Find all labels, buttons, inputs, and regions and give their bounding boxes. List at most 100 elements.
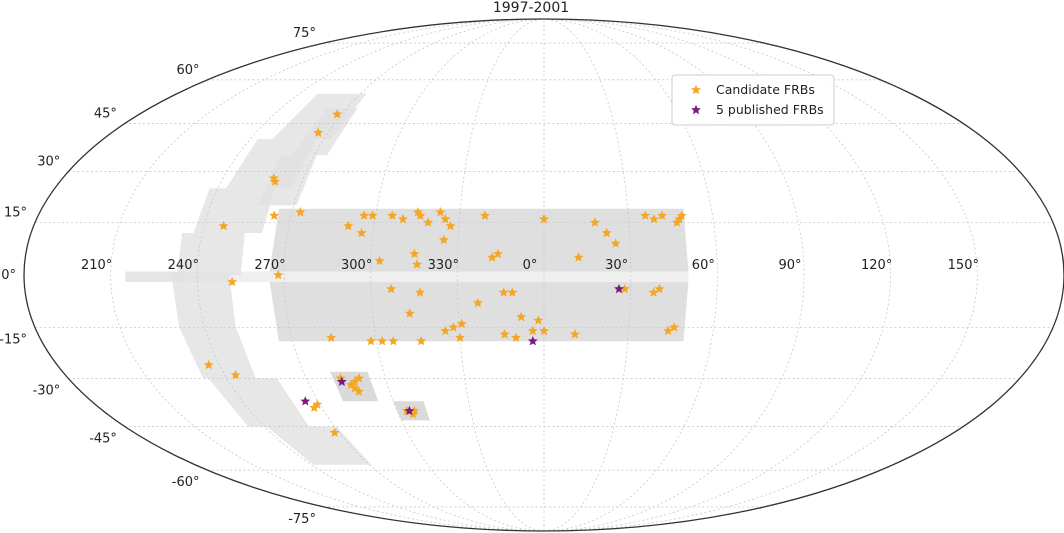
legend-frame: [671, 74, 835, 126]
candidate-frb-marker: [487, 252, 498, 262]
candidate-frb-marker: [412, 259, 422, 269]
published-frb-marker: [527, 336, 538, 346]
candidate-frb-marker: [539, 325, 549, 336]
latitude-tick-label: -15°: [0, 332, 27, 347]
candidate-frb-marker: [649, 213, 659, 224]
coverage-band-equator-west: [125, 271, 183, 282]
candidate-frb-marker: [415, 287, 426, 297]
candidate-frb-marker: [445, 220, 456, 231]
coverage-arc-west: [266, 426, 372, 465]
frb-markers: [203, 109, 687, 437]
candidate-frb-marker: [218, 220, 229, 231]
candidate-frb-marker: [349, 376, 360, 386]
legend-marker: [691, 84, 701, 95]
published-frb-marker: [300, 396, 311, 406]
candidate-frb-marker: [663, 325, 673, 336]
longitude-gridline: [543, 18, 632, 532]
coverage-arc-west: [272, 93, 367, 140]
latitude-tick-label: 75°: [293, 26, 316, 41]
candidate-frb-marker: [456, 318, 467, 329]
coverage-band-equator: [154, 271, 689, 282]
longitude-gridline: [370, 18, 545, 532]
candidate-frb-marker: [654, 283, 665, 294]
candidate-frb-marker: [367, 210, 378, 220]
longitude-tick-label: 150°: [948, 258, 979, 273]
longitude-tick-label: 60°: [692, 258, 715, 273]
longitude-tick-label: 210°: [81, 258, 112, 273]
candidate-frb-marker: [353, 386, 364, 396]
coverage-arc-west: [193, 188, 275, 233]
candidate-frb-marker: [387, 210, 398, 220]
coverage-band-north: [269, 208, 689, 272]
longitude-tick-label: 300°: [341, 258, 372, 273]
candidate-frb-marker: [440, 213, 451, 224]
chart-title: 1997-2001: [493, 0, 569, 16]
legend-label: 5 published FRBs: [716, 102, 824, 117]
candidate-frb-marker: [473, 297, 483, 308]
longitude-tick-label: 0°: [523, 258, 538, 273]
candidate-frb-marker: [388, 336, 399, 346]
candidate-frb-marker: [356, 227, 367, 238]
candidate-frb-marker: [203, 359, 214, 370]
latitude-tick-label: 0°: [1, 268, 16, 283]
candidate-frb-marker: [409, 248, 420, 259]
longitude-gridline: [196, 18, 545, 532]
candidate-frb-marker: [230, 369, 241, 380]
candidate-frb-marker: [573, 252, 584, 262]
coverage-arc-west: [208, 378, 309, 427]
longitude-tick-labels: 210° 240° 270° 300° 330° 0° 30° 60° 90° 120° 150°: [81, 258, 979, 273]
candidate-frb-marker: [366, 336, 376, 346]
candidate-frb-marker: [295, 207, 306, 217]
legend-marker: [691, 104, 701, 115]
published-frb-marker: [336, 376, 347, 386]
survey-coverage-region: [125, 93, 689, 465]
candidate-frb-marker: [569, 329, 580, 339]
candidate-frb-marker: [270, 176, 280, 186]
candidate-frb-marker: [374, 255, 385, 266]
candidate-frb-marker: [269, 210, 280, 220]
candidate-frb-marker: [398, 213, 408, 224]
candidate-frb-marker: [498, 287, 509, 297]
candidate-frb-marker: [455, 332, 465, 342]
latitude-tick-label: 15°: [4, 206, 27, 221]
candidate-frb-marker: [313, 127, 324, 137]
longitude-tick-label: 90°: [778, 258, 801, 273]
candidate-frb-marker: [273, 269, 284, 280]
candidate-frb-marker: [492, 248, 503, 259]
candidate-frb-marker: [657, 210, 667, 220]
candidate-frb-marker: [423, 217, 434, 227]
projection-border: [23, 18, 1064, 532]
longitude-tick-label: 240°: [168, 258, 199, 273]
coverage-arc-west: [171, 275, 236, 328]
candidate-frb-marker: [440, 325, 451, 336]
candidate-frb-marker: [619, 283, 630, 294]
candidate-frb-marker: [416, 336, 427, 346]
candidate-frb-marker: [415, 210, 426, 220]
candidate-frb-marker: [404, 308, 415, 318]
latitude-tick-label: -60°: [172, 475, 200, 490]
coordinate-grid: [35, 18, 1064, 532]
candidate-frb-marker: [326, 332, 337, 342]
latitude-tick-label: 30°: [37, 155, 60, 170]
coverage-arc-west: [179, 327, 256, 379]
candidate-frb-marker: [499, 329, 510, 339]
legend-label: Candidate FRBs: [716, 82, 815, 97]
published-frb-marker: [614, 283, 624, 294]
candidate-frb-marker: [589, 217, 600, 227]
coverage-arc-west: [177, 233, 245, 275]
candidate-frb-marker: [309, 402, 320, 412]
coverage-arc-inner: [291, 108, 358, 156]
candidate-frb-marker: [507, 287, 518, 297]
candidate-frb-marker: [227, 276, 238, 287]
longitude-gridline: [456, 18, 545, 532]
latitude-tick-label: -30°: [33, 383, 61, 398]
candidate-frb-marker: [480, 210, 490, 220]
candidate-frb-marker: [448, 322, 459, 332]
candidate-frb-marker: [332, 109, 343, 119]
candidate-frb-marker: [435, 207, 446, 217]
candidate-frb-marker: [377, 336, 388, 346]
candidate-frb-marker: [511, 332, 521, 342]
latitude-tick-label: 45°: [94, 106, 117, 121]
candidate-frb-marker: [354, 373, 364, 383]
